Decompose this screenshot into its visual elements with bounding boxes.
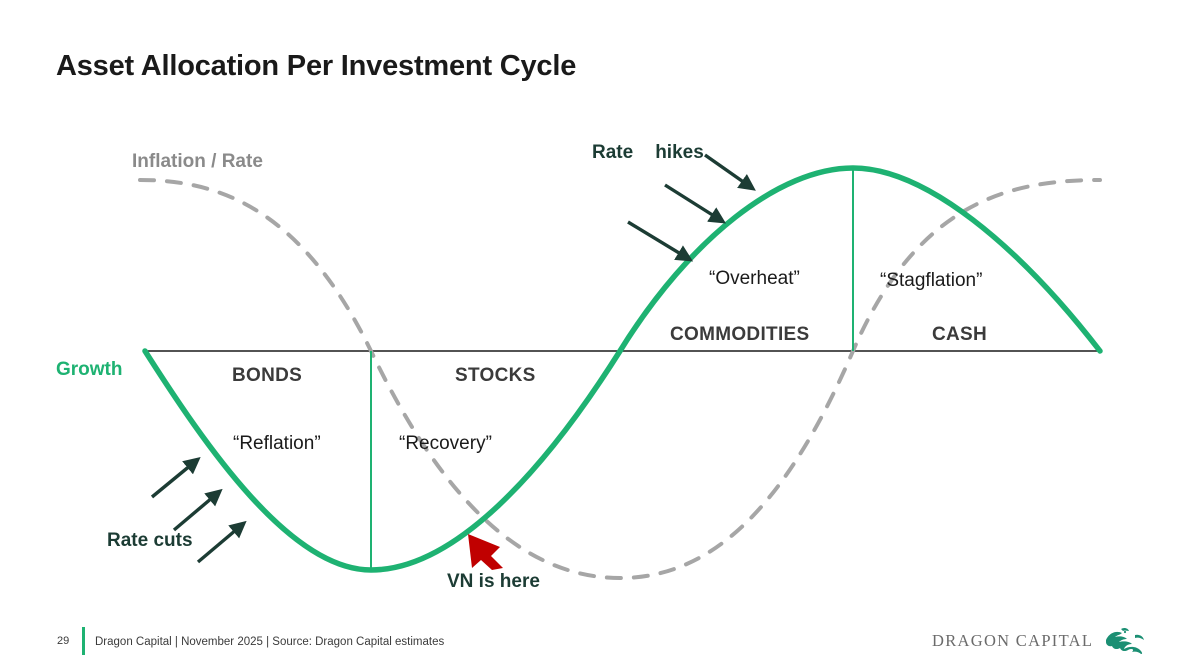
- asset-label-bonds: BONDS: [232, 365, 303, 386]
- rate-hikes-word-2: hikes: [655, 142, 704, 163]
- rate-hikes-word-1: Rate: [592, 142, 634, 163]
- brand-logo-text: DRAGON CAPITAL: [932, 631, 1094, 650]
- page-number: 29: [57, 635, 70, 647]
- phase-label-overheat: “Overheat”: [709, 268, 800, 289]
- asset-label-stocks: STOCKS: [455, 365, 536, 386]
- phase-label-recovery: “Recovery”: [399, 433, 492, 454]
- growth-label: Growth: [56, 359, 123, 380]
- page-title: Asset Allocation Per Investment Cycle: [56, 50, 577, 82]
- rate-cuts-arrows: [150, 456, 247, 564]
- footer-divider: [82, 627, 85, 655]
- rate-hikes-arrows: [627, 153, 756, 262]
- dragon-icon: [1102, 627, 1146, 655]
- rate-cuts-label: Rate cuts: [107, 530, 193, 551]
- growth-curve: [142, 165, 1103, 573]
- footer-source-text: Dragon Capital | November 2025 | Source:…: [95, 636, 445, 648]
- vn-here-arrow-icon: [468, 534, 503, 570]
- inflation-rate-label: Inflation / Rate: [132, 151, 263, 172]
- asset-label-commodities: COMMODITIES: [670, 324, 810, 345]
- asset-label-cash: CASH: [932, 324, 988, 345]
- brand-logo: DRAGON CAPITAL: [932, 627, 1146, 655]
- phase-label-stagflation: “Stagflation”: [880, 270, 983, 291]
- rate-hikes-label: Rate hikes: [592, 143, 704, 162]
- vn-is-here-label: VN is here: [447, 571, 540, 592]
- inflation-rate-curve: [138, 178, 1102, 581]
- phase-label-reflation: “Reflation”: [233, 433, 321, 454]
